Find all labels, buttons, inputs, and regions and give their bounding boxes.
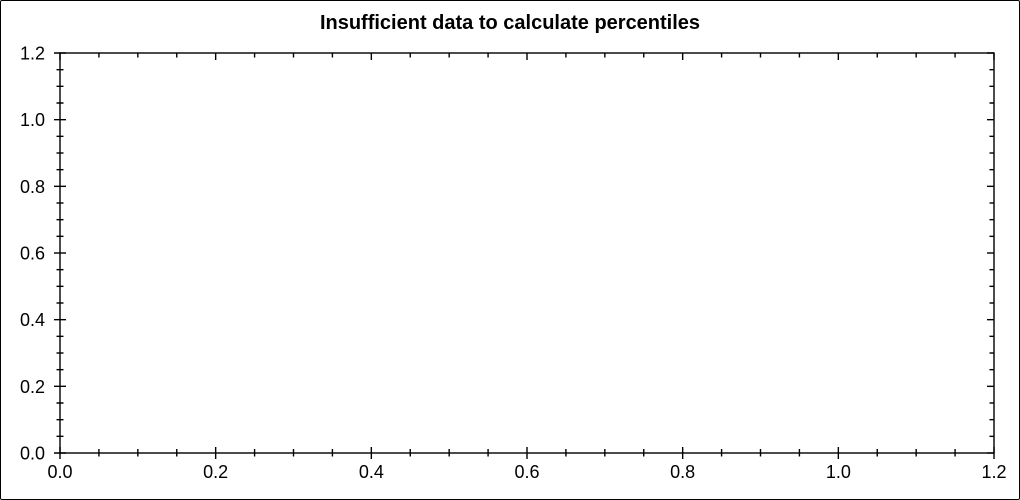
x-tick-label: 0.4 — [359, 462, 384, 482]
x-tick-label: 0.0 — [47, 462, 72, 482]
chart-title: Insufficient data to calculate percentil… — [319, 12, 701, 34]
y-tick-label: 0.4 — [20, 310, 45, 330]
x-tick-label: 0.6 — [514, 462, 539, 482]
y-tick-label: 0.8 — [20, 177, 45, 197]
y-tick-label: 0.0 — [20, 444, 45, 464]
y-tick-label: 0.6 — [20, 244, 45, 264]
x-tick-label: 0.2 — [203, 462, 228, 482]
y-tick-label: 1.2 — [20, 44, 45, 64]
y-tick-label: 1.0 — [20, 110, 45, 130]
x-tick-label: 1.0 — [826, 462, 851, 482]
y-tick-label: 0.2 — [20, 377, 45, 397]
x-tick-label: 1.2 — [981, 462, 1006, 482]
plot-border — [59, 52, 995, 454]
x-tick-label: 0.8 — [670, 462, 695, 482]
